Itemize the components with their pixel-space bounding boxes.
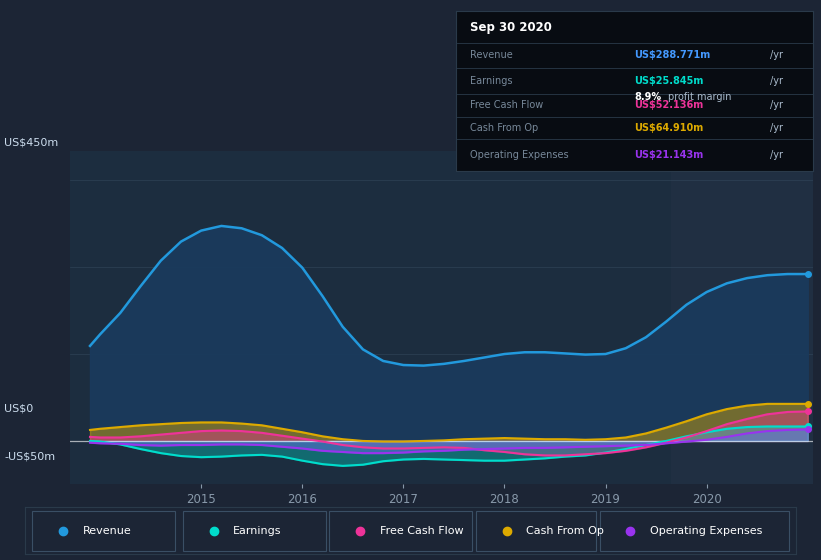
Text: Sep 30 2020: Sep 30 2020 xyxy=(470,21,552,34)
Text: US$288.771m: US$288.771m xyxy=(635,50,710,60)
Text: Cash From Op: Cash From Op xyxy=(470,123,539,133)
Text: /yr: /yr xyxy=(770,150,783,160)
Bar xyxy=(599,511,789,550)
Text: Revenue: Revenue xyxy=(82,526,131,535)
Text: Earnings: Earnings xyxy=(233,526,282,535)
Text: US$25.845m: US$25.845m xyxy=(635,76,704,86)
Text: Cash From Op: Cash From Op xyxy=(526,526,604,535)
Bar xyxy=(32,511,175,550)
Text: 8.9%: 8.9% xyxy=(635,92,662,101)
Text: /yr: /yr xyxy=(770,123,783,133)
Bar xyxy=(183,511,326,550)
Text: /yr: /yr xyxy=(770,100,783,110)
Bar xyxy=(329,511,472,550)
Text: Operating Expenses: Operating Expenses xyxy=(470,150,569,160)
Text: -US$50m: -US$50m xyxy=(4,451,55,461)
Text: Earnings: Earnings xyxy=(470,76,512,86)
Text: Operating Expenses: Operating Expenses xyxy=(649,526,762,535)
Text: US$52.136m: US$52.136m xyxy=(635,100,704,110)
Text: Free Cash Flow: Free Cash Flow xyxy=(470,100,544,110)
Text: /yr: /yr xyxy=(770,50,783,60)
Text: profit margin: profit margin xyxy=(668,92,732,101)
Text: Revenue: Revenue xyxy=(470,50,512,60)
Bar xyxy=(476,511,596,550)
Text: Free Cash Flow: Free Cash Flow xyxy=(379,526,463,535)
Text: US$64.910m: US$64.910m xyxy=(635,123,704,133)
Bar xyxy=(672,151,813,484)
Text: US$0: US$0 xyxy=(4,404,34,414)
Text: /yr: /yr xyxy=(770,76,783,86)
Text: US$450m: US$450m xyxy=(4,138,58,148)
Text: US$21.143m: US$21.143m xyxy=(635,150,704,160)
